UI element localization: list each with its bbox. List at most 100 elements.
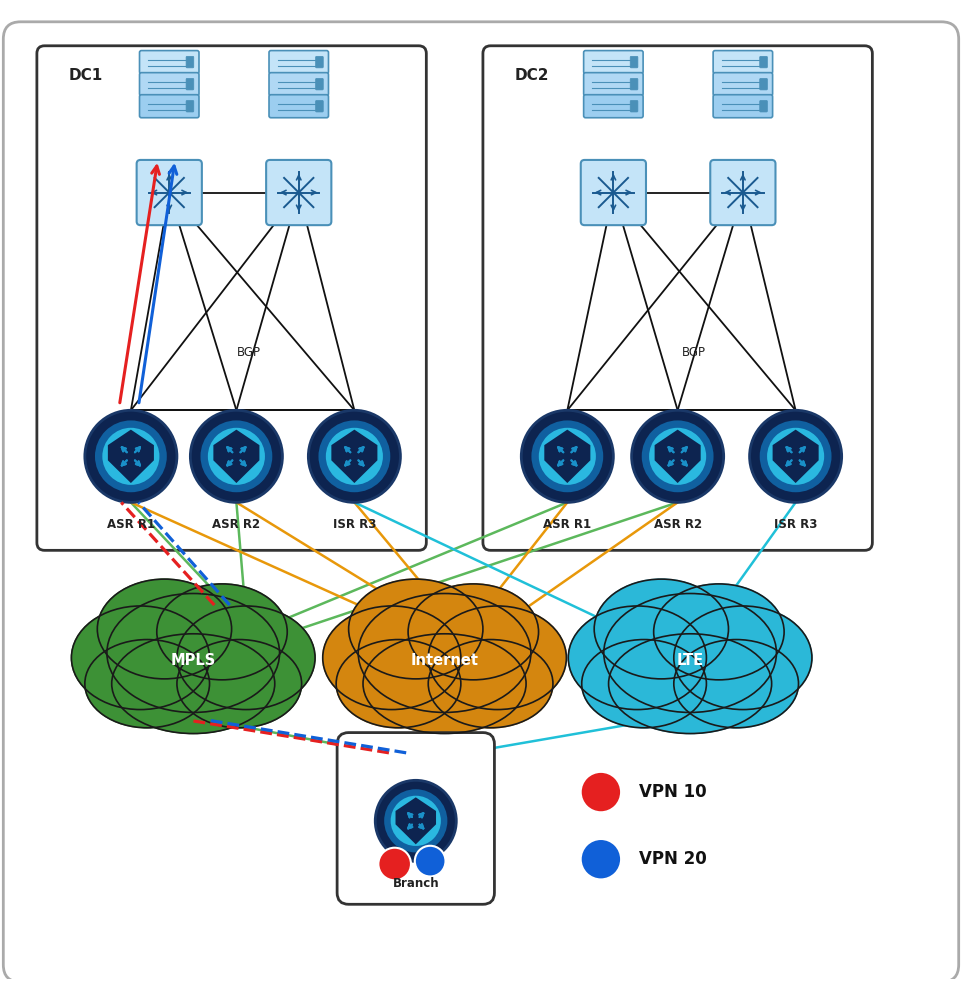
Circle shape: [749, 411, 841, 502]
Text: BGP: BGP: [681, 346, 705, 359]
Polygon shape: [547, 433, 587, 480]
Ellipse shape: [177, 606, 314, 709]
FancyBboxPatch shape: [136, 160, 202, 225]
Circle shape: [308, 411, 400, 502]
FancyBboxPatch shape: [583, 73, 643, 96]
Polygon shape: [656, 433, 697, 480]
Text: VPN 10: VPN 10: [639, 783, 706, 801]
FancyBboxPatch shape: [712, 73, 772, 96]
Polygon shape: [395, 797, 435, 844]
Circle shape: [383, 789, 447, 852]
FancyBboxPatch shape: [759, 56, 767, 68]
FancyBboxPatch shape: [315, 101, 323, 112]
Circle shape: [390, 796, 440, 846]
Text: ASR R1: ASR R1: [543, 517, 591, 530]
Ellipse shape: [407, 583, 538, 680]
Ellipse shape: [568, 606, 705, 709]
Circle shape: [581, 840, 620, 878]
Polygon shape: [111, 433, 151, 480]
FancyBboxPatch shape: [185, 56, 193, 68]
Polygon shape: [653, 430, 700, 484]
Circle shape: [95, 421, 166, 493]
FancyBboxPatch shape: [315, 78, 323, 90]
Text: MPLS: MPLS: [170, 653, 215, 668]
Ellipse shape: [581, 639, 705, 728]
FancyBboxPatch shape: [482, 46, 872, 550]
FancyBboxPatch shape: [583, 51, 643, 74]
FancyBboxPatch shape: [709, 160, 775, 225]
FancyBboxPatch shape: [37, 46, 426, 550]
Ellipse shape: [594, 579, 727, 679]
FancyBboxPatch shape: [315, 56, 323, 68]
FancyBboxPatch shape: [139, 73, 199, 96]
FancyBboxPatch shape: [139, 95, 199, 118]
Circle shape: [649, 428, 705, 485]
Polygon shape: [398, 800, 433, 841]
FancyBboxPatch shape: [266, 160, 331, 225]
Polygon shape: [772, 430, 818, 484]
Circle shape: [375, 780, 456, 861]
FancyBboxPatch shape: [269, 73, 328, 96]
Ellipse shape: [71, 606, 209, 709]
Ellipse shape: [673, 639, 798, 728]
Circle shape: [200, 421, 272, 493]
Ellipse shape: [428, 606, 566, 709]
FancyBboxPatch shape: [759, 78, 767, 90]
Circle shape: [102, 428, 160, 485]
Text: Internet: Internet: [410, 653, 478, 668]
Polygon shape: [213, 430, 259, 484]
Circle shape: [759, 421, 830, 493]
Circle shape: [631, 411, 723, 502]
Circle shape: [766, 428, 824, 485]
Circle shape: [521, 411, 613, 502]
Circle shape: [641, 421, 713, 493]
Circle shape: [190, 411, 283, 502]
Ellipse shape: [335, 639, 460, 728]
FancyBboxPatch shape: [712, 51, 772, 74]
Ellipse shape: [157, 583, 287, 680]
Text: ASR R2: ASR R2: [212, 517, 260, 530]
Circle shape: [581, 773, 620, 811]
Text: ISR R3: ISR R3: [774, 517, 817, 530]
FancyBboxPatch shape: [629, 101, 637, 112]
Ellipse shape: [653, 583, 783, 680]
Ellipse shape: [177, 639, 302, 728]
Circle shape: [326, 428, 382, 485]
Ellipse shape: [604, 593, 776, 712]
Ellipse shape: [97, 579, 232, 679]
FancyBboxPatch shape: [583, 95, 643, 118]
FancyBboxPatch shape: [269, 95, 328, 118]
FancyBboxPatch shape: [580, 160, 646, 225]
Ellipse shape: [111, 633, 275, 733]
Circle shape: [530, 421, 603, 493]
Text: VPN 20: VPN 20: [639, 850, 706, 868]
Ellipse shape: [428, 639, 553, 728]
Polygon shape: [333, 433, 374, 480]
Text: Branch: Branch: [392, 877, 438, 890]
Polygon shape: [775, 433, 815, 480]
FancyBboxPatch shape: [629, 78, 637, 90]
FancyBboxPatch shape: [336, 732, 494, 904]
Ellipse shape: [673, 606, 811, 709]
FancyBboxPatch shape: [629, 56, 637, 68]
Polygon shape: [216, 433, 257, 480]
Circle shape: [414, 846, 445, 876]
Circle shape: [538, 428, 595, 485]
FancyBboxPatch shape: [712, 95, 772, 118]
Ellipse shape: [322, 606, 460, 709]
Ellipse shape: [608, 633, 771, 733]
Text: ISR R3: ISR R3: [333, 517, 376, 530]
Ellipse shape: [348, 579, 482, 679]
Ellipse shape: [362, 633, 526, 733]
FancyBboxPatch shape: [269, 51, 328, 74]
Polygon shape: [331, 430, 377, 484]
Ellipse shape: [107, 593, 280, 712]
Circle shape: [378, 848, 410, 880]
FancyBboxPatch shape: [185, 78, 193, 90]
Polygon shape: [108, 430, 154, 484]
FancyBboxPatch shape: [759, 101, 767, 112]
Circle shape: [85, 411, 177, 502]
Polygon shape: [544, 430, 590, 484]
Circle shape: [318, 421, 390, 493]
Text: LTE: LTE: [676, 653, 702, 668]
